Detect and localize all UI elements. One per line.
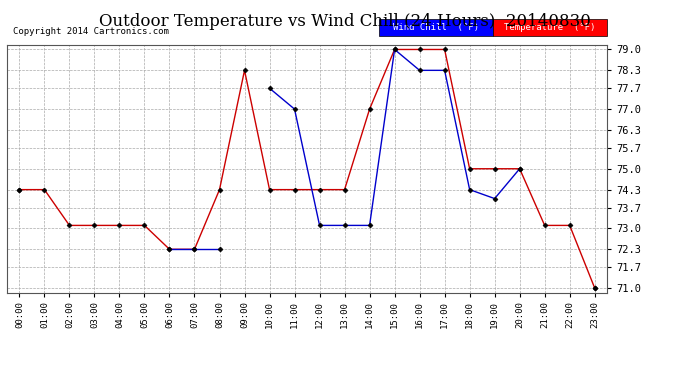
- Text: Outdoor Temperature vs Wind Chill (24 Hours)  20140830: Outdoor Temperature vs Wind Chill (24 Ho…: [99, 13, 591, 30]
- Text: Copyright 2014 Cartronics.com: Copyright 2014 Cartronics.com: [13, 27, 169, 36]
- FancyBboxPatch shape: [493, 19, 607, 36]
- Text: Temperature  (°F): Temperature (°F): [504, 23, 596, 32]
- Text: Wind Chill  (°F): Wind Chill (°F): [393, 23, 479, 32]
- FancyBboxPatch shape: [379, 19, 493, 36]
